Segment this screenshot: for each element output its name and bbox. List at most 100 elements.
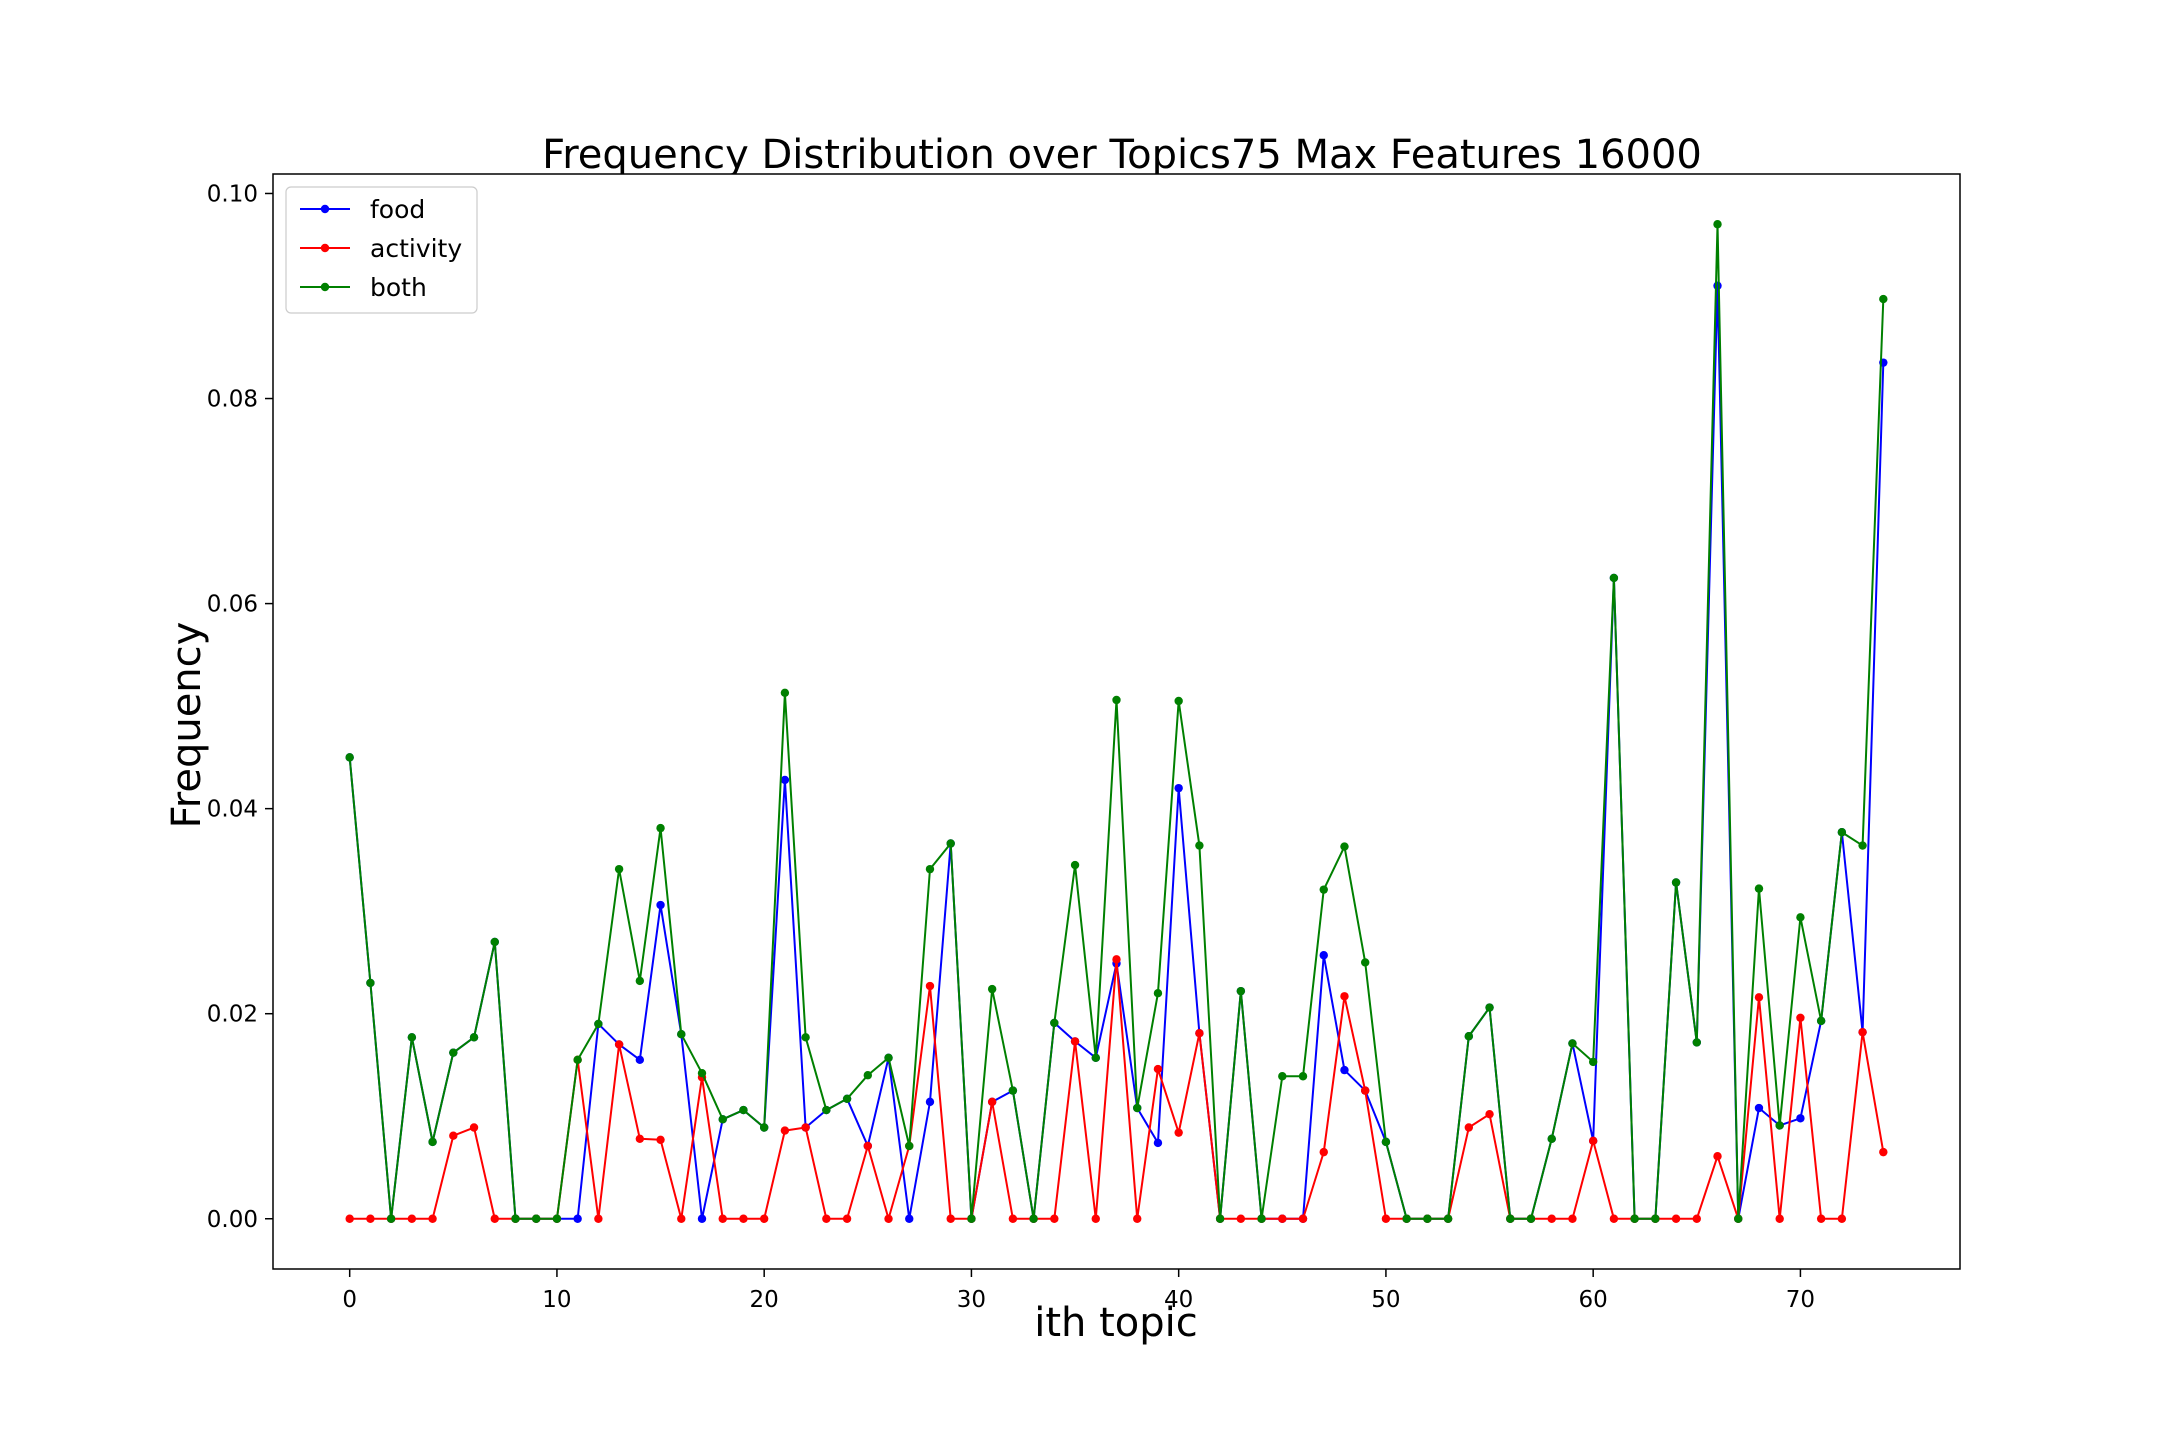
data-point-activity xyxy=(1816,1214,1826,1223)
data-point-activity xyxy=(449,1131,458,1140)
data-point-both xyxy=(1485,1003,1494,1012)
data-point-both xyxy=(739,1105,748,1115)
y-tick-label: 0.08 xyxy=(207,387,258,413)
data-point-both xyxy=(1029,1214,1038,1223)
data-point-activity xyxy=(614,1040,624,1049)
data-point-activity xyxy=(1713,1152,1722,1161)
data-point-both xyxy=(1319,885,1328,894)
data-point-activity xyxy=(925,981,935,991)
legend-label-food: food xyxy=(370,195,425,224)
data-point-activity xyxy=(1153,1064,1163,1074)
legend-label-both: both xyxy=(370,273,427,302)
data-point-activity xyxy=(469,1123,479,1132)
data-point-food xyxy=(1796,1114,1805,1123)
data-point-both xyxy=(594,1019,603,1029)
data-point-food xyxy=(656,900,665,910)
data-point-activity xyxy=(1547,1214,1556,1223)
data-point-activity xyxy=(1361,1086,1370,1095)
data-point-activity xyxy=(1775,1214,1784,1223)
y-tick-label: 0.04 xyxy=(207,797,258,823)
data-point-both xyxy=(1112,695,1121,705)
data-point-activity xyxy=(1319,1147,1328,1157)
data-point-both xyxy=(1153,989,1163,998)
data-point-food xyxy=(1319,951,1328,960)
data-point-both xyxy=(1879,294,1888,304)
data-point-activity xyxy=(345,1214,354,1223)
data-point-activity xyxy=(1671,1214,1681,1223)
data-point-activity xyxy=(594,1214,603,1223)
data-point-both xyxy=(1050,1018,1059,1028)
data-point-activity xyxy=(428,1214,437,1223)
data-point-both xyxy=(1713,220,1722,229)
data-point-activity xyxy=(1008,1214,1018,1223)
data-point-both xyxy=(1547,1134,1556,1143)
data-point-food xyxy=(1754,1103,1764,1113)
data-point-both xyxy=(1692,1038,1701,1047)
y-axis: 0.00 0.02 0.04 0.06 0.08 0.10 xyxy=(207,181,273,1233)
data-point-activity xyxy=(884,1214,893,1223)
data-point-both xyxy=(1858,841,1867,850)
x-tick-label: 70 xyxy=(1786,1287,1815,1313)
data-point-food xyxy=(573,1214,582,1223)
data-point-both xyxy=(1506,1214,1515,1223)
data-point-both xyxy=(511,1214,520,1223)
data-point-activity xyxy=(1609,1214,1619,1223)
data-point-activity xyxy=(656,1135,665,1145)
y-axis-label: Frequency xyxy=(164,622,210,829)
data-point-both xyxy=(449,1048,458,1057)
data-point-both xyxy=(1588,1057,1598,1067)
data-point-activity xyxy=(1112,955,1121,964)
y-tick-label: 0.10 xyxy=(207,181,258,207)
data-point-activity xyxy=(987,1097,997,1107)
data-point-activity xyxy=(1796,1013,1805,1023)
data-point-both xyxy=(1775,1121,1784,1130)
chart-title: Frequency Distribution over Topics75 Max… xyxy=(542,132,1702,178)
data-point-activity xyxy=(1298,1214,1308,1223)
data-point-both xyxy=(967,1214,976,1223)
data-point-both xyxy=(1609,573,1619,583)
data-point-both xyxy=(1651,1214,1660,1223)
data-point-both xyxy=(1630,1214,1639,1223)
data-point-both xyxy=(469,1033,479,1042)
data-point-activity xyxy=(780,1126,790,1135)
data-point-both xyxy=(1464,1032,1474,1041)
data-point-both xyxy=(1070,860,1080,870)
x-tick-label: 50 xyxy=(1371,1287,1400,1313)
legend-frame xyxy=(285,186,478,314)
data-point-both xyxy=(905,1141,914,1151)
data-point-food xyxy=(1153,1138,1163,1148)
data-point-activity xyxy=(1754,993,1764,1002)
data-point-both xyxy=(842,1094,852,1104)
data-point-both xyxy=(1133,1103,1142,1113)
data-point-both xyxy=(697,1068,707,1078)
data-point-both xyxy=(1257,1214,1266,1223)
data-point-both xyxy=(780,688,790,697)
data-point-both xyxy=(1236,986,1246,996)
y-tick-label: 0.02 xyxy=(207,1002,258,1028)
data-point-both xyxy=(1526,1214,1536,1223)
data-point-activity xyxy=(1278,1214,1287,1223)
data-point-both xyxy=(1423,1214,1432,1223)
data-point-both xyxy=(677,1030,686,1039)
x-tick-label: 30 xyxy=(957,1287,986,1313)
data-point-activity xyxy=(1195,1028,1204,1038)
data-point-both xyxy=(532,1214,541,1223)
data-point-both xyxy=(366,978,375,988)
data-point-both xyxy=(1174,696,1183,706)
data-point-food xyxy=(780,775,790,785)
legend-marker-food xyxy=(320,204,330,214)
data-point-activity xyxy=(1091,1214,1100,1223)
data-point-both xyxy=(1091,1053,1100,1062)
data-point-both xyxy=(614,864,624,874)
data-point-activity xyxy=(407,1214,417,1223)
x-tick-label: 0 xyxy=(342,1287,357,1313)
data-point-both xyxy=(987,984,997,994)
data-point-activity xyxy=(1236,1214,1246,1223)
data-point-activity xyxy=(366,1214,375,1223)
data-point-activity xyxy=(801,1123,810,1132)
data-point-both xyxy=(573,1055,582,1065)
data-point-activity xyxy=(1879,1147,1888,1157)
data-point-activity xyxy=(1340,992,1349,1001)
data-point-both xyxy=(718,1115,727,1124)
data-point-food xyxy=(905,1214,914,1223)
